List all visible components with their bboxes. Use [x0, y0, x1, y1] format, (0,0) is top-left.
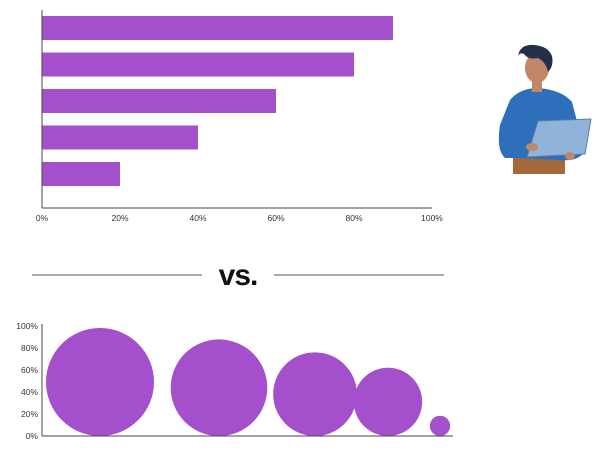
bar-x-tick-label: 0% [36, 213, 49, 223]
laptop [526, 118, 592, 158]
bubble-y-tick-label: 0% [26, 431, 39, 441]
bar-x-tick-label: 80% [345, 213, 362, 223]
person-hand [526, 143, 538, 151]
bar-x-tick-labels: 0% 20% 40% 60% 80% 100% [36, 213, 443, 223]
bubble [273, 352, 357, 436]
bubble-y-tick-label: 80% [21, 343, 38, 353]
bar-group [42, 16, 393, 186]
person-with-laptop-icon [498, 44, 592, 174]
bubble-y-tick-labels: 0% 20% 40% 60% 80% 100% [16, 321, 38, 441]
person-neck [532, 78, 542, 92]
bubble-chart: 0% 20% 40% 60% 80% 100% [16, 321, 453, 441]
bubble-y-tick-label: 60% [21, 365, 38, 375]
bubble-y-tick-label: 20% [21, 409, 38, 419]
bar-x-tick-label: 100% [421, 213, 443, 223]
bubble-y-tick-label: 100% [16, 321, 38, 331]
bubble [46, 328, 154, 436]
bar [42, 162, 120, 186]
bar [42, 52, 354, 77]
bar-x-tick-label: 40% [189, 213, 206, 223]
bubble-group [46, 328, 451, 437]
vs-separator: vs. [32, 259, 444, 292]
bubble-y-tick-label: 40% [21, 387, 38, 397]
vs-label: vs. [219, 259, 258, 292]
bar-x-tick-label: 20% [111, 213, 128, 223]
bubble [429, 415, 451, 436]
horizontal-bar-chart: 0% 20% 40% 60% 80% 100% [36, 10, 443, 223]
person-hand [565, 152, 575, 160]
person-hair [518, 44, 553, 72]
bar [42, 125, 198, 150]
bar [42, 89, 276, 113]
bar [42, 16, 393, 40]
bubble [353, 367, 423, 437]
bubble [170, 339, 268, 436]
bar-x-tick-label: 60% [267, 213, 284, 223]
